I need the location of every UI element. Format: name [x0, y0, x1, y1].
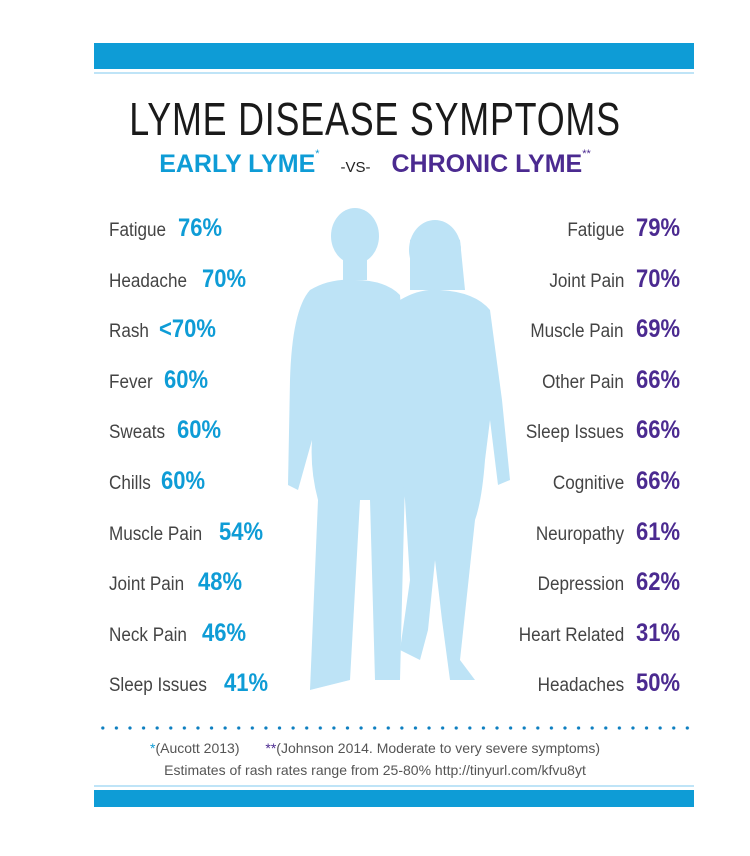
page-title: LYME DISEASE SYMPTOMS [129, 93, 621, 145]
symptom-label: Muscle Pain [530, 321, 624, 343]
symptom-label: Heart Related [518, 624, 624, 646]
top-banner-bar [94, 43, 694, 69]
symptom-percent: 66% [635, 365, 680, 394]
early-lyme-heading: EARLY LYME [159, 150, 316, 178]
symptom-percent: 41% [223, 669, 268, 698]
symptom-label: Fatigue [566, 220, 624, 241]
footnote-mark-chronic: ** [265, 740, 277, 756]
symptom-label: Chills [109, 472, 151, 494]
symptom-label: Cognitive [552, 472, 624, 494]
symptom-percent: 69% [635, 315, 680, 344]
symptom-percent: 54% [218, 517, 263, 546]
chronic-symptom-row: Other Pain 66% [507, 362, 680, 413]
vs-label: -VS- [340, 159, 371, 176]
early-symptom-row: Sleep Issues 41% [109, 665, 274, 716]
symptom-label: Sleep Issues [526, 422, 624, 444]
symptom-label: Joint Pain [548, 270, 624, 292]
symptom-percent: 50% [635, 669, 680, 698]
symptom-percent: 70% [635, 264, 680, 293]
footnote-citations: *(Aucott 2013) **(Johnson 2014. Moderate… [0, 740, 750, 756]
footnote-rash-estimate: Estimates of rash rates range from 25-80… [164, 762, 586, 778]
chronic-lyme-heading: CHRONIC LYME [391, 150, 583, 178]
chronic-symptom-row: Heart Related 31% [507, 615, 680, 666]
symptom-label: Other Pain [542, 371, 624, 393]
chronic-symptom-row: Neuropathy 61% [507, 514, 680, 565]
early-symptom-row: Sweats 60% [109, 412, 274, 463]
early-symptom-row: Chills 60% [109, 463, 274, 514]
symptom-percent: 60% [161, 466, 206, 495]
chronic-symptom-row: Sleep Issues 66% [507, 412, 680, 463]
symptom-percent: 60% [163, 365, 208, 394]
symptom-percent: 66% [635, 466, 680, 495]
chronic-symptom-row: Cognitive 66% [507, 463, 680, 514]
top-divider [94, 72, 694, 74]
bottom-banner-bar [94, 790, 694, 807]
early-symptom-row: Rash <70% [109, 311, 274, 362]
dotted-divider [96, 726, 696, 730]
chronic-lyme-list: Fatigue 79% Joint Pain 70% Muscle Pain 69% Oth… [507, 210, 680, 716]
symptom-label: Headache [109, 270, 187, 292]
symptom-percent: 60% [177, 416, 222, 445]
symptom-percent: 48% [198, 568, 243, 597]
symptom-percent: 76% [178, 214, 223, 242]
early-lyme-list: Fatigue 76% Headache 70% Rash <70% Fever 60% Swe… [109, 210, 274, 716]
footnote-aucott: (Aucott 2013) [155, 740, 240, 756]
chronic-footnote-mark: ** [582, 148, 591, 160]
couple-silhouette-icon [288, 208, 510, 690]
symptom-label: Neck Pain [109, 624, 187, 646]
symptom-percent: 62% [635, 568, 680, 597]
symptom-percent: 79% [635, 214, 680, 242]
symptom-label: Joint Pain [109, 574, 185, 596]
chronic-symptom-row: Fatigue 79% [507, 210, 680, 261]
symptom-percent: 31% [635, 618, 680, 647]
early-symptom-row: Neck Pain 46% [109, 615, 274, 666]
symptom-label: Neuropathy [535, 523, 624, 545]
chronic-symptom-row: Joint Pain 70% [507, 261, 680, 312]
subtitle: EARLY LYME* -VS- CHRONIC LYME** [0, 148, 750, 179]
symptom-percent: 61% [635, 517, 680, 546]
chronic-symptom-row: Depression 62% [507, 564, 680, 615]
footnote-johnson: (Johnson 2014. Moderate to very severe s… [276, 740, 600, 756]
symptom-label: Rash [109, 321, 149, 343]
symptom-label: Muscle Pain [109, 523, 203, 545]
symptom-label: Headaches [537, 675, 624, 697]
symptom-label: Depression [537, 574, 624, 596]
early-symptom-row: Headache 70% [109, 261, 274, 312]
chronic-symptom-row: Muscle Pain 69% [507, 311, 680, 362]
early-symptom-row: Muscle Pain 54% [109, 514, 274, 565]
symptom-percent: <70% [159, 315, 217, 344]
chronic-symptom-row: Headaches 50% [507, 665, 680, 716]
early-symptom-row: Fever 60% [109, 362, 274, 413]
symptom-label: Fatigue [109, 220, 167, 241]
early-footnote-mark: * [315, 148, 320, 160]
symptom-label: Sleep Issues [109, 675, 207, 697]
symptom-percent: 46% [201, 618, 246, 647]
bottom-divider [94, 785, 694, 787]
footnote-mark-early: * [149, 740, 156, 756]
symptom-percent: 70% [201, 264, 246, 293]
symptom-percent: 66% [635, 416, 680, 445]
early-symptom-row: Fatigue 76% [109, 210, 274, 261]
symptom-label: Fever [109, 371, 153, 393]
early-symptom-row: Joint Pain 48% [109, 564, 274, 615]
symptom-label: Sweats [109, 422, 166, 444]
